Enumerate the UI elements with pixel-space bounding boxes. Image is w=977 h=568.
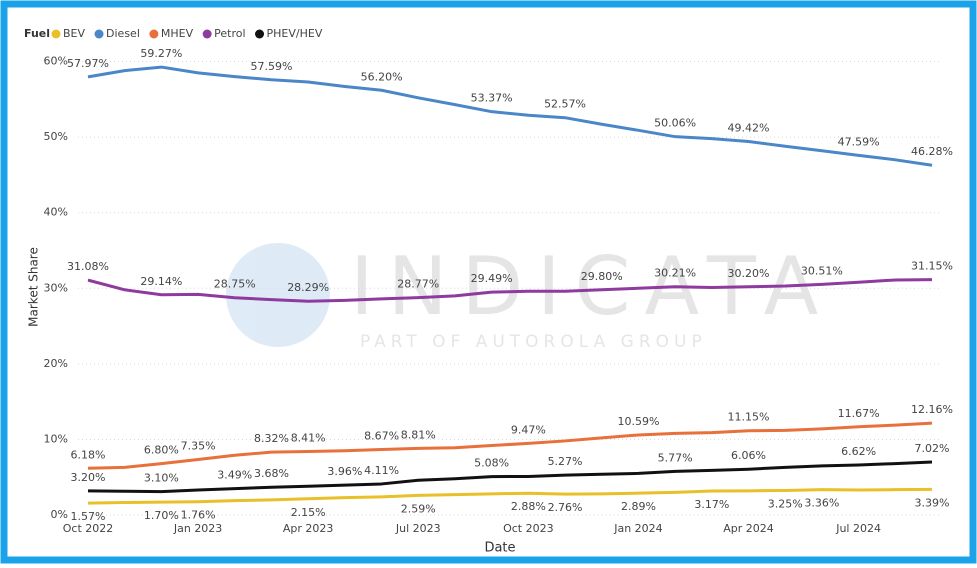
data-label: 1.70% (144, 509, 179, 522)
data-label: 5.77% (658, 451, 693, 464)
data-label: 3.68% (254, 467, 289, 480)
legend-marker (255, 29, 265, 39)
legend-marker (94, 29, 104, 39)
x-tick-label: Jul 2023 (395, 522, 441, 535)
legend-label: MHEV (161, 27, 194, 40)
data-label: 28.75% (214, 278, 256, 291)
series-line (87, 421, 933, 470)
data-label: 8.67% (364, 429, 399, 442)
legend-marker (202, 29, 212, 39)
data-label: 56.20% (361, 70, 403, 83)
data-label: 5.27% (548, 455, 583, 468)
data-label: 3.10% (144, 472, 179, 485)
series-line (87, 65, 933, 167)
data-label: 7.02% (915, 442, 950, 455)
data-label: 53.37% (471, 92, 513, 105)
data-label: 30.21% (654, 267, 696, 280)
y-tick-label: 0% (51, 508, 68, 521)
data-label: 11.67% (838, 407, 880, 420)
y-tick-label: 60% (44, 55, 68, 68)
legend-title: Fuel (24, 27, 50, 40)
data-label: 49.42% (728, 122, 770, 135)
data-label: 4.11% (364, 464, 399, 477)
data-label: 6.80% (144, 444, 179, 457)
data-label: 3.20% (71, 471, 106, 484)
watermark-logo (226, 243, 330, 347)
data-label: 31.08% (67, 260, 109, 273)
y-tick-label: 10% (44, 432, 68, 445)
legend-label: Diesel (106, 27, 140, 40)
data-label: 52.57% (544, 98, 586, 111)
data-label: 2.59% (401, 502, 436, 515)
x-tick-label: Oct 2023 (503, 522, 554, 535)
data-label: 3.17% (694, 498, 729, 511)
data-label: 8.81% (401, 428, 436, 441)
y-tick-label: 20% (44, 357, 68, 370)
data-label: 50.06% (654, 117, 696, 130)
x-tick-label: Jul 2024 (835, 522, 881, 535)
series-line (87, 278, 933, 303)
data-label: 28.77% (397, 278, 439, 291)
y-axis-title: Market Share (27, 247, 41, 327)
data-label: 3.36% (804, 497, 839, 510)
legend-label: BEV (63, 27, 85, 40)
x-tick-label: Jan 2023 (173, 522, 222, 535)
data-label: 46.28% (911, 145, 953, 158)
data-label: 28.29% (287, 281, 329, 294)
data-label: 2.76% (548, 501, 583, 514)
series-line (87, 460, 933, 494)
data-label: 30.51% (801, 264, 843, 277)
data-label: 3.39% (915, 496, 950, 509)
x-tick-label: Oct 2022 (63, 522, 114, 535)
data-label: 59.27% (140, 47, 182, 60)
data-label: 6.62% (841, 445, 876, 458)
y-tick-label: 50% (44, 130, 68, 143)
data-label: 8.32% (254, 432, 289, 445)
data-label: 29.14% (140, 275, 182, 288)
data-label: 3.49% (217, 469, 252, 482)
y-tick-label: 40% (44, 206, 68, 219)
data-label: 3.96% (327, 465, 362, 478)
data-label: 2.89% (621, 500, 656, 513)
data-label: 57.97% (67, 57, 109, 70)
legend-label: Petrol (214, 27, 245, 40)
x-axis-title: Date (484, 541, 515, 556)
y-tick-label: 30% (44, 281, 68, 294)
data-label: 2.88% (511, 500, 546, 513)
data-label: 12.16% (911, 403, 953, 416)
series-line (87, 487, 933, 505)
x-tick-label: Apr 2023 (283, 522, 334, 535)
data-label: 3.25% (768, 497, 803, 510)
x-tick-label: Jan 2024 (613, 522, 662, 535)
data-label: 29.49% (471, 272, 513, 285)
data-label: 1.76% (181, 509, 216, 522)
x-tick-label: Apr 2024 (723, 522, 774, 535)
data-label: 6.06% (731, 449, 766, 462)
data-label: 1.57% (71, 510, 106, 523)
data-label: 47.59% (838, 135, 880, 148)
legend-marker (149, 29, 159, 39)
data-label: 8.41% (291, 431, 326, 444)
legend-marker (51, 29, 61, 39)
data-label: 7.35% (181, 439, 216, 452)
watermark-subtitle: PART OF AUTOROLA GROUP (360, 332, 707, 352)
legend-label: PHEV/HEV (267, 27, 323, 40)
data-label: 29.80% (581, 270, 623, 283)
data-label: 9.47% (511, 423, 546, 436)
data-label: 30.20% (728, 267, 770, 280)
data-label: 5.08% (474, 457, 509, 470)
data-label: 10.59% (617, 415, 659, 428)
data-label: 11.15% (728, 411, 770, 424)
data-label: 2.15% (291, 506, 326, 519)
data-label: 6.18% (71, 448, 106, 461)
data-label: 57.59% (251, 60, 293, 73)
data-label: 31.15% (911, 260, 953, 273)
